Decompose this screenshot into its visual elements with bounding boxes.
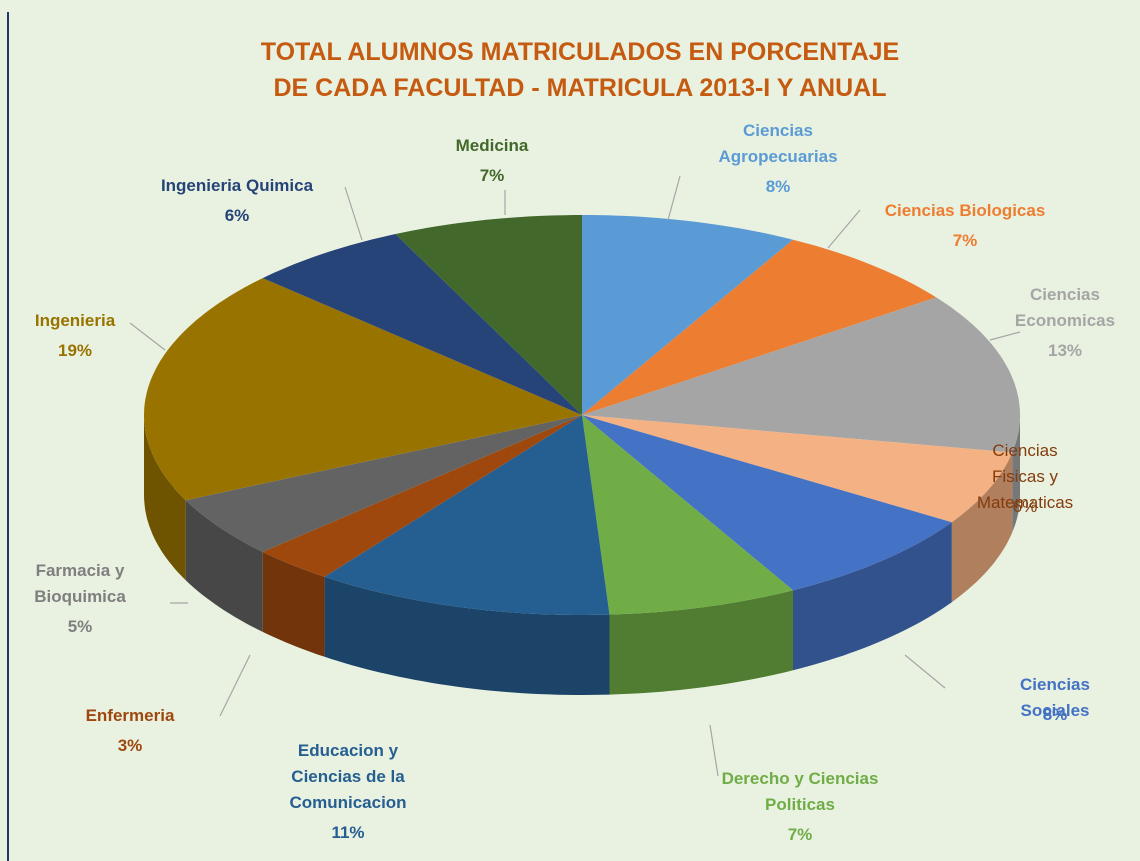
- data-label-value: 7%: [787, 825, 813, 844]
- slice-side: [793, 522, 952, 671]
- slice-side: [609, 590, 793, 695]
- data-label-value: 11%: [331, 823, 365, 842]
- leader-line: [904, 654, 946, 689]
- slice: [324, 415, 610, 615]
- slice: [582, 415, 793, 615]
- data-label-name: Enfermeria: [85, 706, 175, 725]
- data-label-name: Ciencias Agropecuarias: [718, 121, 838, 166]
- leader-line: [344, 186, 363, 241]
- leader-line: [219, 654, 251, 717]
- slice-side: [951, 452, 1013, 603]
- leader-line: [827, 209, 861, 249]
- chart-title: TOTAL ALUMNOS MATRICULADOS EN PORCENTAJE…: [260, 38, 900, 102]
- data-label-name: Derecho y Ciencias Politicas: [721, 769, 879, 814]
- data-label-name: Ciencias Biologicas: [884, 201, 1046, 220]
- slice: [582, 415, 1013, 523]
- data-label-name: Educacion y Ciencias de la Comunicacion: [289, 741, 407, 812]
- leader-line: [667, 175, 681, 221]
- leader-line: [129, 322, 166, 351]
- slice: [262, 415, 582, 577]
- data-label-value: 7%: [479, 166, 505, 185]
- data-label-value: 8%: [765, 177, 791, 196]
- data-label-value: 3%: [117, 736, 143, 755]
- slice: [262, 234, 582, 415]
- slice: [185, 415, 582, 552]
- data-label-name: Ingenieria: [34, 311, 116, 330]
- slice: [582, 415, 952, 591]
- slice: [582, 239, 937, 415]
- slice-side: [144, 415, 186, 581]
- slice: [582, 215, 793, 415]
- data-label-value: 6%: [224, 206, 250, 225]
- data-label-value: 13%: [1047, 341, 1083, 360]
- data-label-value: 7%: [952, 231, 978, 250]
- slice: [395, 215, 582, 415]
- data-label-value: 5%: [67, 617, 93, 636]
- leader-line: [989, 331, 1021, 341]
- slice-side: [1012, 415, 1020, 533]
- data-label-value: 6%: [1012, 497, 1038, 516]
- data-label-name: Ingenieria Quimica: [160, 176, 314, 195]
- data-label-value: 8%: [1042, 705, 1068, 724]
- data-label-name: Ciencias Fisicas y Matematicas: [976, 441, 1074, 512]
- data-label-name: Medicina: [455, 136, 529, 155]
- slice-side: [185, 500, 263, 632]
- slice: [582, 297, 1020, 453]
- leader-line: [709, 724, 719, 777]
- data-label-value: 19%: [57, 341, 93, 360]
- data-label-name: Ciencias Sociales: [1020, 675, 1090, 720]
- data-label-name: Ciencias Economicas: [1014, 285, 1116, 330]
- slice-side: [324, 576, 610, 695]
- slice-side: [262, 551, 325, 657]
- data-label-name: Farmacia y Bioquimica: [34, 561, 126, 606]
- slice: [144, 278, 582, 501]
